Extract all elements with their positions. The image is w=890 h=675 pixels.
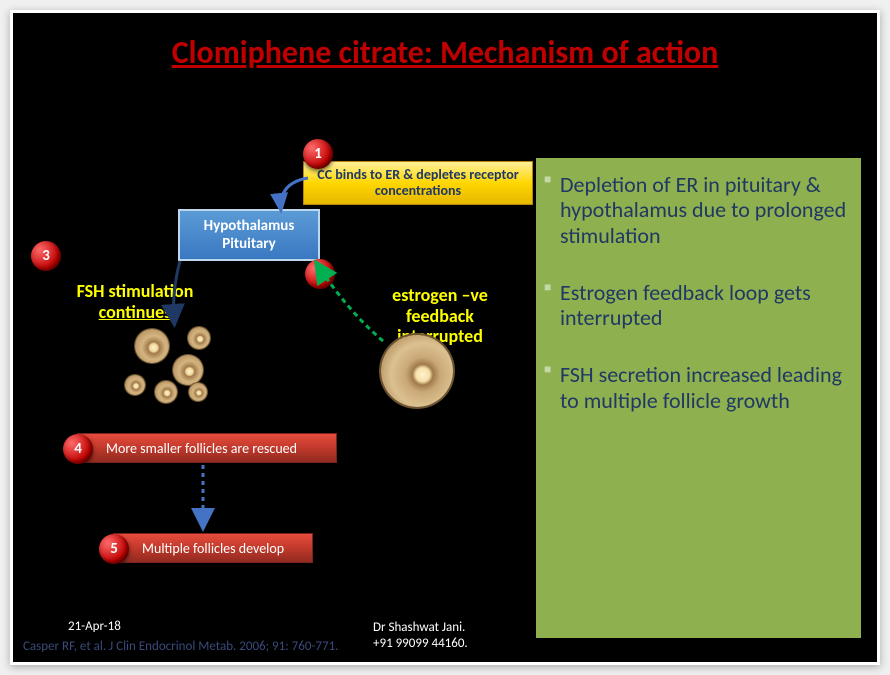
step4-text: More smaller follicles are rescued [106,440,297,457]
follicle-small-icon [135,329,169,363]
summary-panel: Depletion of ER in pituitary & hypothala… [536,158,861,638]
panel-bullet-1: Depletion of ER in pituitary & hypothala… [548,172,849,248]
follicle-small-icon [173,355,203,385]
panel-bullet-2: Estrogen feedback loop gets interrupted [548,280,849,331]
footer-date: 21-Apr-18 [68,619,121,634]
step4-box: 4 More smaller follicles are rescued [77,433,337,463]
estrogen-line2: feedback [406,305,474,327]
footer-author-phone: +91 99099 44160. [373,636,468,651]
slide-title: Clomiphene citrate: Mechanism of action [13,33,877,72]
estrogen-line1: estrogen –ve [392,284,488,306]
arrow-estrogen-feedback-icon [313,261,393,346]
panel-bullet-3: FSH secretion increased leading to multi… [548,362,849,413]
follicle-small-icon [189,383,207,401]
arrow-fsh-down-icon [168,261,198,331]
badge-1: 1 [303,139,333,169]
follicle-small-icon [125,375,145,395]
estrogen-label: estrogen –ve feedback interrupted [375,285,505,347]
arrow-step1-icon [273,173,323,223]
follicle-small-icon [155,381,177,403]
step1-box: CC binds to ER & depletes receptor conce… [303,161,533,205]
badge-3: 3 [31,241,61,271]
footer-citation: Casper RF, et al. J Clin Endocrinol Meta… [23,639,338,654]
step5-text: Multiple follicles develop [142,540,284,557]
badge-5: 5 [99,534,129,564]
arrow-step4-to-5-icon [193,465,213,535]
footer-author: Dr Shashwat Jani. +91 99099 44160. [373,620,468,653]
badge-4: 4 [63,434,93,464]
slide-frame: Clomiphene citrate: Mechanism of action … [10,10,880,665]
fsh-label-line2: continues [99,301,172,323]
footer-author-name: Dr Shashwat Jani. [373,620,465,635]
step5-box: 5 Multiple follicles develop [113,533,313,563]
